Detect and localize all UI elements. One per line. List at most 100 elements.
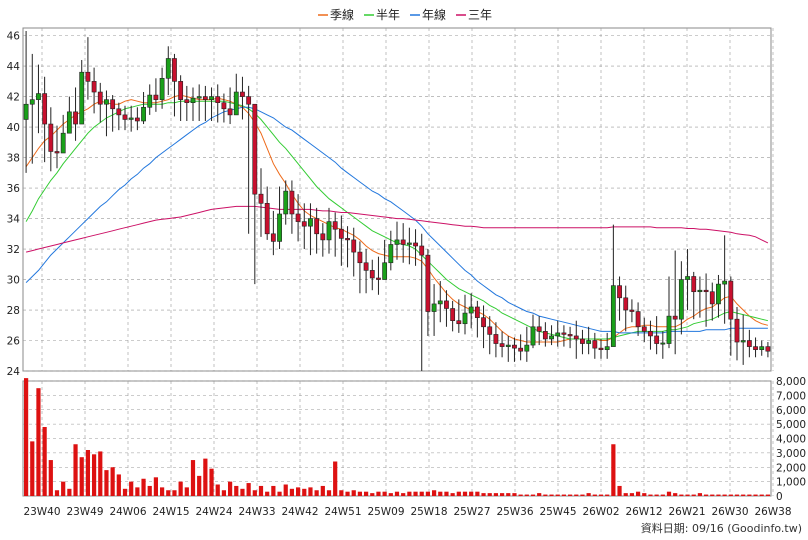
candlestick — [184, 85, 190, 121]
x-tick-label: 24W24 — [195, 506, 232, 518]
volume-bar — [431, 490, 437, 496]
candlestick — [326, 207, 332, 254]
candlestick — [431, 284, 437, 336]
candlestick — [759, 340, 765, 356]
candlestick — [227, 87, 233, 125]
x-tick-label: 26W02 — [582, 506, 619, 518]
volume-bar — [203, 458, 208, 496]
candlestick — [580, 329, 585, 355]
volume-bar — [691, 494, 696, 496]
volume-bar — [363, 491, 369, 496]
candlestick — [79, 60, 85, 125]
candlestick — [722, 235, 728, 324]
volume-bar — [499, 493, 505, 496]
candlestick — [592, 332, 598, 359]
candlestick — [159, 67, 165, 109]
candlestick — [128, 105, 134, 132]
x-tick-label: 24W15 — [152, 506, 189, 518]
volume-bar — [741, 494, 746, 496]
candlestick — [258, 168, 264, 237]
volume-tick-label: 8,000 — [776, 376, 806, 388]
x-tick-label: 25W27 — [453, 506, 490, 518]
volume-tick-label: 6,000 — [776, 405, 806, 417]
volume-bar — [30, 441, 35, 496]
candlestick — [165, 46, 171, 96]
candlestick — [604, 332, 610, 359]
volume-bar — [116, 474, 121, 496]
candlestick — [400, 223, 406, 263]
volume-bar — [617, 485, 622, 496]
candlestick — [190, 87, 196, 121]
candlestick — [505, 335, 511, 362]
candlestick — [363, 249, 369, 294]
footer-text: 資料日期: 09/16 (Goodinfo.tw) — [641, 521, 802, 535]
legend-label: 三年 — [468, 8, 492, 22]
candlestick — [703, 273, 709, 327]
candlestick — [450, 300, 456, 332]
candlestick — [104, 90, 109, 137]
volume-bar — [648, 494, 653, 496]
volume-bar — [549, 494, 554, 496]
volume-bar — [592, 494, 597, 496]
candlestick — [178, 75, 184, 121]
volume-bar — [660, 494, 665, 496]
x-tick-label: 24W42 — [281, 506, 318, 518]
candlestick — [518, 334, 524, 361]
candlestick — [147, 84, 153, 115]
volume-bar — [382, 491, 387, 496]
volume-bar — [314, 490, 319, 496]
candlestick — [536, 316, 542, 346]
volume-bar — [54, 490, 60, 496]
volume-bar — [85, 450, 91, 496]
candlestick — [444, 290, 449, 327]
volume-bar — [759, 494, 764, 496]
candlestick — [672, 250, 678, 355]
volume-bar — [574, 494, 579, 496]
volume-bar — [265, 491, 270, 496]
candlestick — [332, 212, 338, 257]
volume-bar — [537, 493, 542, 496]
volume-bar — [166, 490, 171, 496]
volume-bar — [697, 493, 703, 496]
volume-bar — [209, 468, 214, 496]
candlestick — [97, 82, 103, 123]
volume-bar — [283, 484, 288, 496]
price-tick-label: 28 — [7, 305, 20, 317]
candlestick — [351, 227, 357, 277]
candlestick — [116, 102, 122, 131]
x-tick-label: 26W38 — [754, 506, 791, 518]
volume-bar — [98, 451, 103, 496]
volume-bar — [91, 454, 97, 496]
candlestick — [36, 64, 41, 134]
volume-bar — [487, 493, 492, 496]
volume-bar — [110, 467, 115, 496]
candlestick — [765, 342, 771, 358]
volume-bar — [407, 491, 412, 496]
candlestick — [110, 95, 116, 132]
candlestick — [345, 226, 350, 268]
candlestick — [728, 276, 734, 356]
candlestick — [301, 203, 307, 250]
volume-bar — [605, 494, 610, 496]
volume-bar — [524, 494, 529, 496]
price-plot-area — [22, 27, 772, 372]
candlestick — [685, 249, 690, 311]
volume-tick-label: 3,000 — [776, 448, 806, 460]
volume-bar — [227, 481, 233, 496]
volume-bar — [703, 494, 709, 496]
volume-bar — [481, 493, 486, 496]
candlestick — [338, 215, 344, 266]
candlestick — [573, 320, 579, 359]
volume-bar — [302, 488, 307, 496]
volume-bar — [376, 491, 381, 496]
volume-bar — [716, 494, 721, 496]
x-tick-label: 26W30 — [711, 506, 748, 518]
volume-bar — [419, 491, 424, 496]
candlestick — [474, 300, 480, 338]
legend-label: 季線 — [330, 7, 354, 22]
candlestick — [85, 37, 91, 100]
x-tick-label: 25W18 — [410, 506, 447, 518]
volume-bar — [172, 490, 177, 496]
volume-bar — [555, 494, 560, 496]
